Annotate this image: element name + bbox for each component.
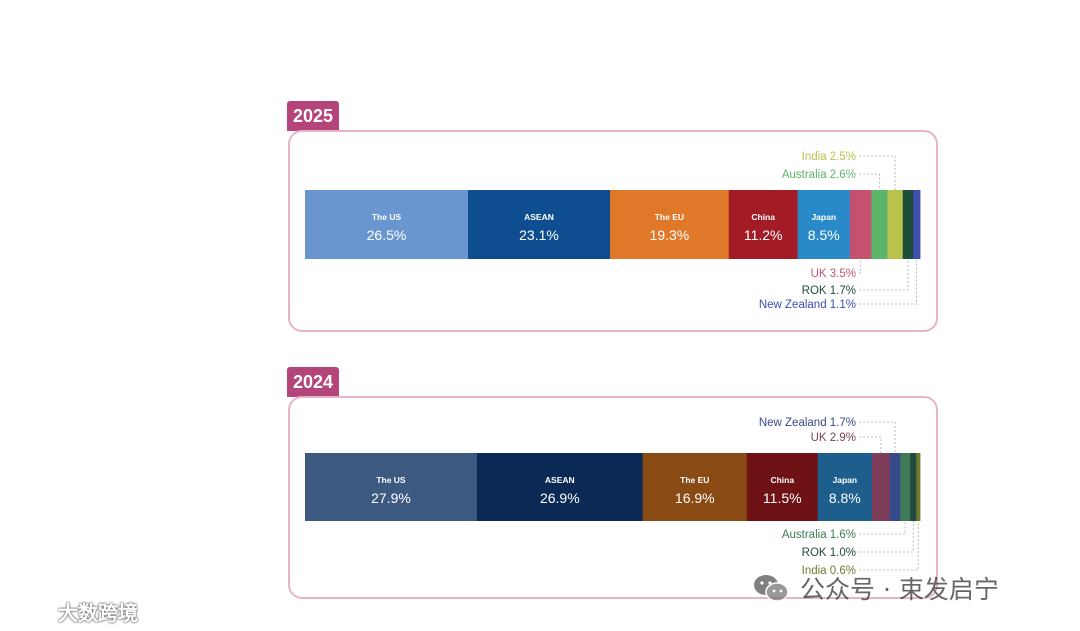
- segment-value-china-2025: 11.2%: [744, 227, 783, 243]
- bar-segment-the-eu-2024: [642, 453, 748, 521]
- segment-name-asean-2025: ASEAN: [524, 212, 554, 222]
- callout-label-australia-2024: Australia 1.6%: [782, 529, 856, 541]
- segment-name-china-2025: China: [751, 212, 775, 222]
- segment-value-the-eu-2025: 19.3%: [650, 227, 690, 243]
- callout-label-new-zealand-2025: New Zealand 1.1%: [759, 299, 856, 311]
- segment-value-asean-2024: 26.9%: [540, 490, 580, 506]
- segment-value-china-2024: 11.5%: [763, 490, 802, 506]
- bar-segment-the-eu-2025: [610, 190, 730, 259]
- segment-value-the-us-2025: 26.5%: [367, 227, 407, 243]
- callout-leader-uk-2025: [859, 259, 862, 274]
- year-label-2024: 2024: [293, 372, 334, 392]
- segment-name-the-eu-2025: The EU: [655, 212, 684, 222]
- callout-label-uk-2025: UK 3.5%: [811, 268, 856, 280]
- chart-2025: The US 26.5% ASEAN 23.1% The EU 19.3% China 11.…: [305, 151, 921, 311]
- bar-segment-asean-2025: [467, 190, 611, 259]
- segment-value-japan-2024: 8.8%: [829, 490, 861, 506]
- callout-leader-australia-2025: [859, 173, 880, 190]
- segment-name-china-2024: China: [770, 475, 794, 485]
- bar-segment-japan-2025: [797, 190, 851, 259]
- bar-segment-new-zealand-2024: [889, 453, 901, 521]
- callout-leader-rok-2025: [859, 259, 909, 291]
- segment-name-the-eu-2024: The EU: [680, 475, 709, 485]
- segment-value-asean-2025: 23.1%: [519, 227, 559, 243]
- wechat-watermark: 公众号 · 束发启宁: [752, 570, 999, 606]
- callout-leader-new-zealand-2024: [859, 421, 896, 453]
- brand-logo-icon: [9, 602, 49, 620]
- bar-segment-uk-2025: [849, 190, 872, 259]
- segment-name-asean-2024: ASEAN: [545, 475, 575, 485]
- bar-segment-uk-2024: [871, 453, 891, 521]
- year-label-2025: 2025: [293, 106, 334, 126]
- brand-watermark: 大数跨境: [8, 596, 138, 626]
- year-tab-2024: 2024: [287, 367, 340, 397]
- bar-segment-new-zealand-2025: [913, 190, 921, 259]
- bar-segment-china-2024: [746, 453, 819, 521]
- callout-leader-new-zealand-2025: [859, 259, 918, 305]
- segment-value-japan-2025: 8.5%: [808, 227, 840, 243]
- bar-segment-india-2025: [887, 190, 904, 259]
- bar-segment-japan-2024: [817, 453, 873, 521]
- bar-segment-rok-2025: [902, 190, 914, 259]
- segment-value-the-us-2024: 27.9%: [371, 490, 411, 506]
- callout-leader-rok-2024: [859, 521, 914, 553]
- callout-leader-india-2024: [859, 521, 919, 571]
- bar-segment-australia-2024: [900, 453, 911, 521]
- bar-segment-india-2024: [916, 453, 921, 521]
- segment-name-japan-2025: Japan: [811, 212, 836, 222]
- callout-leader-uk-2024: [859, 436, 882, 453]
- callout-leader-india-2025: [859, 155, 896, 190]
- segment-name-japan-2024: Japan: [833, 475, 858, 485]
- chart-2024: The US 27.9% ASEAN 26.9% The EU 16.9% China 11.…: [305, 417, 921, 577]
- callout-leader-australia-2024: [859, 521, 906, 535]
- callout-label-rok-2025: ROK 1.7%: [802, 285, 856, 297]
- year-tab-2025: 2025: [287, 101, 340, 131]
- bar-segment-china-2025: [728, 190, 799, 259]
- bar-segment-australia-2025: [871, 190, 888, 259]
- callout-label-india-2024: India 0.6%: [802, 565, 856, 577]
- callout-label-rok-2024: ROK 1.0%: [802, 547, 856, 559]
- callout-label-uk-2024: UK 2.9%: [811, 432, 856, 444]
- brand-watermark-text: 大数跨境: [58, 600, 138, 625]
- callout-label-australia-2025: Australia 2.6%: [782, 169, 856, 181]
- segment-name-the-us-2025: The US: [372, 212, 402, 222]
- callout-label-india-2025: India 2.5%: [802, 151, 856, 163]
- segment-name-the-us-2024: The US: [376, 475, 406, 485]
- segment-value-the-eu-2024: 16.9%: [675, 490, 715, 506]
- bar-segment-rok-2024: [910, 453, 917, 521]
- bar-segment-asean-2024: [476, 453, 644, 521]
- wechat-icon: [754, 575, 789, 602]
- callout-label-new-zealand-2024: New Zealand 1.7%: [759, 417, 856, 429]
- bar-segment-the-us-2025: [305, 190, 469, 259]
- bar-segment-the-us-2024: [305, 453, 478, 521]
- wechat-watermark-text: 公众号 · 束发启宁: [800, 575, 999, 604]
